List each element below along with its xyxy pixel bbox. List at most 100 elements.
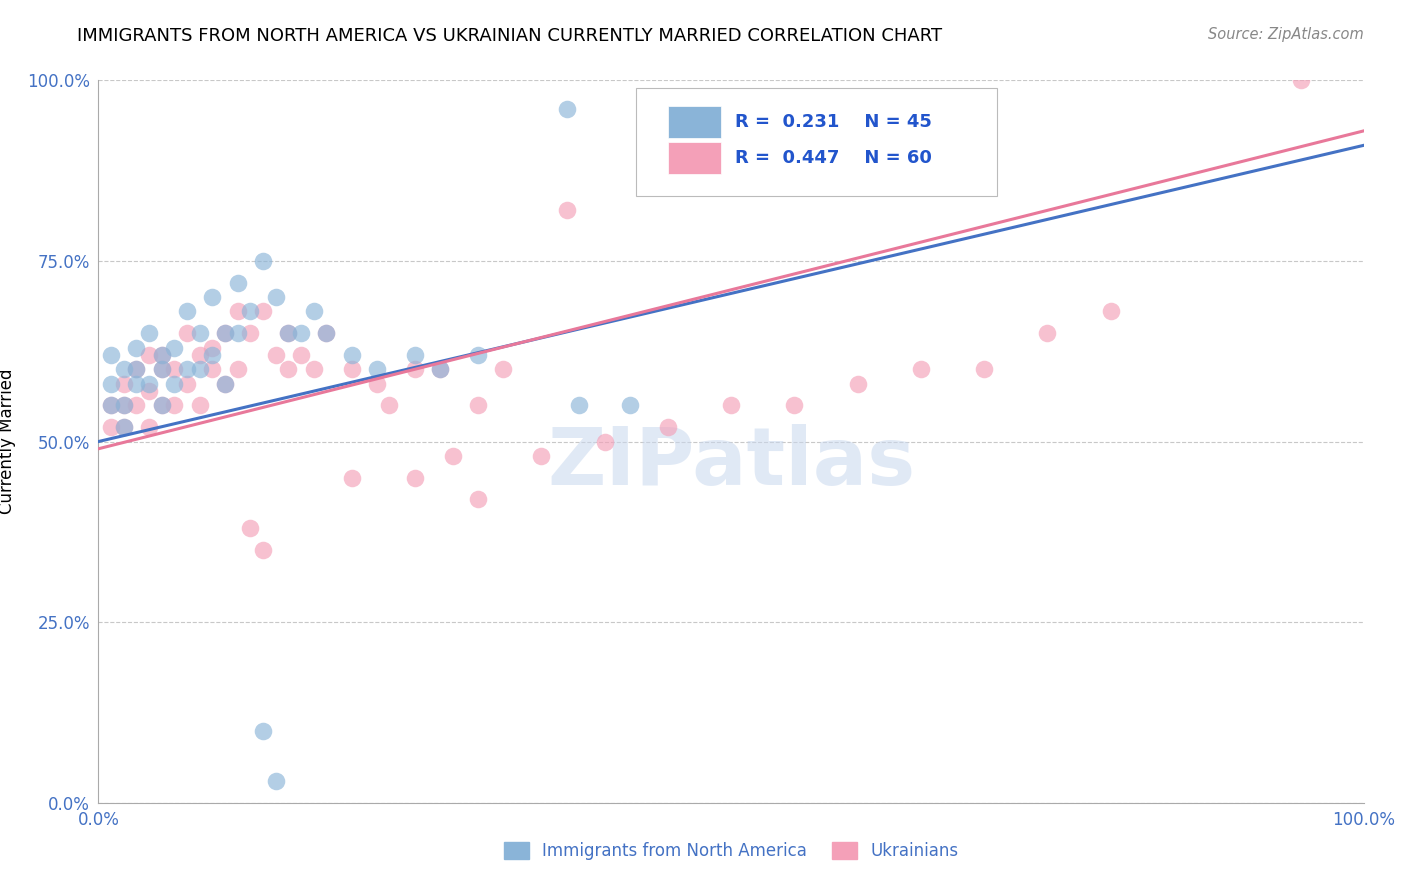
FancyBboxPatch shape xyxy=(668,106,721,138)
Point xyxy=(138,420,160,434)
Text: R =  0.231    N = 45: R = 0.231 N = 45 xyxy=(735,113,932,131)
Point xyxy=(112,420,135,434)
Point xyxy=(226,276,249,290)
Point xyxy=(100,398,122,412)
Y-axis label: Currently Married: Currently Married xyxy=(0,368,15,515)
Point xyxy=(555,203,578,218)
Point xyxy=(366,362,388,376)
Point xyxy=(1036,326,1059,340)
Point xyxy=(100,376,122,391)
Point xyxy=(150,348,173,362)
Point xyxy=(188,362,211,376)
Text: Source: ZipAtlas.com: Source: ZipAtlas.com xyxy=(1208,27,1364,42)
Point xyxy=(150,348,173,362)
Text: R =  0.447    N = 60: R = 0.447 N = 60 xyxy=(735,149,932,168)
Point xyxy=(252,253,274,268)
Point xyxy=(201,341,224,355)
Point xyxy=(277,326,299,340)
Point xyxy=(695,102,717,116)
Point xyxy=(112,398,135,412)
Point xyxy=(150,398,173,412)
Point xyxy=(846,376,869,391)
Point xyxy=(619,398,641,412)
Point xyxy=(340,362,363,376)
Point xyxy=(176,326,198,340)
Point xyxy=(467,398,489,412)
Point xyxy=(176,362,198,376)
FancyBboxPatch shape xyxy=(668,143,721,174)
Text: ZIPatlas: ZIPatlas xyxy=(547,425,915,502)
Point xyxy=(150,362,173,376)
Point xyxy=(163,362,186,376)
Point xyxy=(264,290,287,304)
Point xyxy=(669,102,692,116)
Point xyxy=(252,723,274,738)
Point xyxy=(138,376,160,391)
Point xyxy=(302,362,325,376)
Point xyxy=(302,304,325,318)
Point xyxy=(593,434,616,449)
Point xyxy=(657,420,679,434)
Point xyxy=(138,348,160,362)
Point xyxy=(201,348,224,362)
Point xyxy=(138,326,160,340)
Point xyxy=(100,348,122,362)
Point xyxy=(176,376,198,391)
Point xyxy=(163,376,186,391)
Point xyxy=(277,326,299,340)
Point xyxy=(239,326,262,340)
Point xyxy=(125,362,148,376)
Point xyxy=(163,398,186,412)
Point xyxy=(150,398,173,412)
Point xyxy=(1099,304,1122,318)
Point xyxy=(290,326,312,340)
Point xyxy=(568,398,591,412)
Point xyxy=(226,362,249,376)
Point xyxy=(226,304,249,318)
Point xyxy=(239,304,262,318)
Point xyxy=(429,362,451,376)
Point xyxy=(163,341,186,355)
Point xyxy=(669,102,692,116)
Point xyxy=(201,362,224,376)
Point xyxy=(239,521,262,535)
Point xyxy=(100,420,122,434)
Point xyxy=(188,348,211,362)
Point xyxy=(720,398,742,412)
Point xyxy=(682,102,704,116)
Point xyxy=(530,449,553,463)
Point xyxy=(125,341,148,355)
Point xyxy=(252,304,274,318)
Point xyxy=(138,384,160,398)
Point xyxy=(492,362,515,376)
Point xyxy=(467,348,489,362)
Point xyxy=(188,398,211,412)
Point xyxy=(214,376,236,391)
FancyBboxPatch shape xyxy=(636,87,997,196)
Point xyxy=(214,326,236,340)
Point xyxy=(201,290,224,304)
Point xyxy=(112,362,135,376)
Point xyxy=(555,102,578,116)
Point xyxy=(378,398,401,412)
Point xyxy=(290,348,312,362)
Point xyxy=(340,470,363,484)
Point xyxy=(226,326,249,340)
Point xyxy=(340,348,363,362)
Point xyxy=(176,304,198,318)
Point xyxy=(315,326,337,340)
Point xyxy=(112,376,135,391)
Point xyxy=(264,774,287,789)
Point xyxy=(404,362,426,376)
Point xyxy=(125,362,148,376)
Point xyxy=(429,362,451,376)
Point xyxy=(125,376,148,391)
Legend: Immigrants from North America, Ukrainians: Immigrants from North America, Ukrainian… xyxy=(498,835,965,867)
Point xyxy=(467,492,489,507)
Text: IMMIGRANTS FROM NORTH AMERICA VS UKRAINIAN CURRENTLY MARRIED CORRELATION CHART: IMMIGRANTS FROM NORTH AMERICA VS UKRAINI… xyxy=(77,27,942,45)
Point xyxy=(112,420,135,434)
Point xyxy=(100,398,122,412)
Point xyxy=(441,449,464,463)
Point xyxy=(315,326,337,340)
Point xyxy=(404,348,426,362)
